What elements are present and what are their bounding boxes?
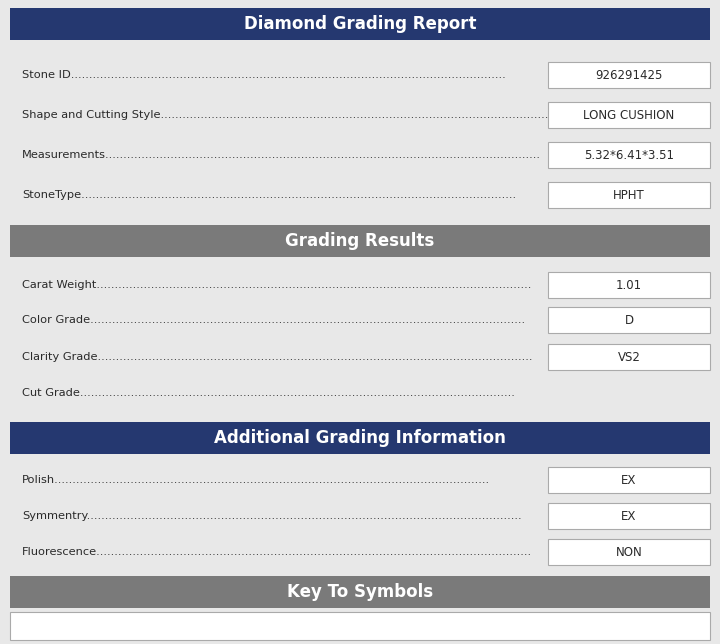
Bar	[548, 102, 710, 128]
Text: Diamond Grading Report: Diamond Grading Report	[244, 15, 476, 33]
Text: Polish..........................................................................: Polish..................................…	[22, 475, 490, 485]
Text: Fluorescence....................................................................: Fluorescence............................…	[22, 547, 532, 557]
Text: D: D	[624, 314, 634, 327]
Bar	[548, 503, 710, 529]
Bar	[548, 539, 710, 565]
Bar	[548, 142, 710, 168]
Text: EX: EX	[621, 509, 636, 522]
Text: Symmentry.......................................................................: Symmentry...............................…	[22, 511, 521, 521]
Text: HPHT: HPHT	[613, 189, 645, 202]
Bar	[548, 272, 710, 298]
Bar	[10, 612, 710, 640]
Text: LONG CUSHION: LONG CUSHION	[583, 108, 675, 122]
Text: 926291425: 926291425	[595, 68, 662, 82]
Bar	[10, 576, 710, 608]
Bar	[548, 467, 710, 493]
Bar	[10, 8, 710, 40]
Bar	[10, 422, 710, 454]
Text: Shape and Cutting Style.........................................................: Shape and Cutting Style.................…	[22, 110, 595, 120]
Text: Color Grade.....................................................................: Color Grade.............................…	[22, 315, 525, 325]
Text: Clarity Grade...................................................................: Clarity Grade...........................…	[22, 352, 533, 362]
Bar	[548, 307, 710, 333]
Bar	[548, 182, 710, 208]
Text: 1.01: 1.01	[616, 278, 642, 292]
Text: StoneType.......................................................................: StoneType...............................…	[22, 190, 516, 200]
Text: Additional Grading Information: Additional Grading Information	[214, 429, 506, 447]
Text: Stone ID........................................................................: Stone ID................................…	[22, 70, 505, 80]
Bar	[548, 62, 710, 88]
Text: Key To Symbols: Key To Symbols	[287, 583, 433, 601]
Text: Carat Weight....................................................................: Carat Weight............................…	[22, 280, 531, 290]
Text: Measurements....................................................................: Measurements............................…	[22, 150, 541, 160]
Text: EX: EX	[621, 473, 636, 486]
Bar	[548, 344, 710, 370]
Text: NON: NON	[616, 545, 642, 558]
Text: VS2: VS2	[618, 350, 640, 363]
Text: Cut Grade.......................................................................: Cut Grade...............................…	[22, 388, 515, 398]
Text: Grading Results: Grading Results	[285, 232, 435, 250]
Text: 5.32*6.41*3.51: 5.32*6.41*3.51	[584, 149, 674, 162]
Bar	[10, 225, 710, 257]
